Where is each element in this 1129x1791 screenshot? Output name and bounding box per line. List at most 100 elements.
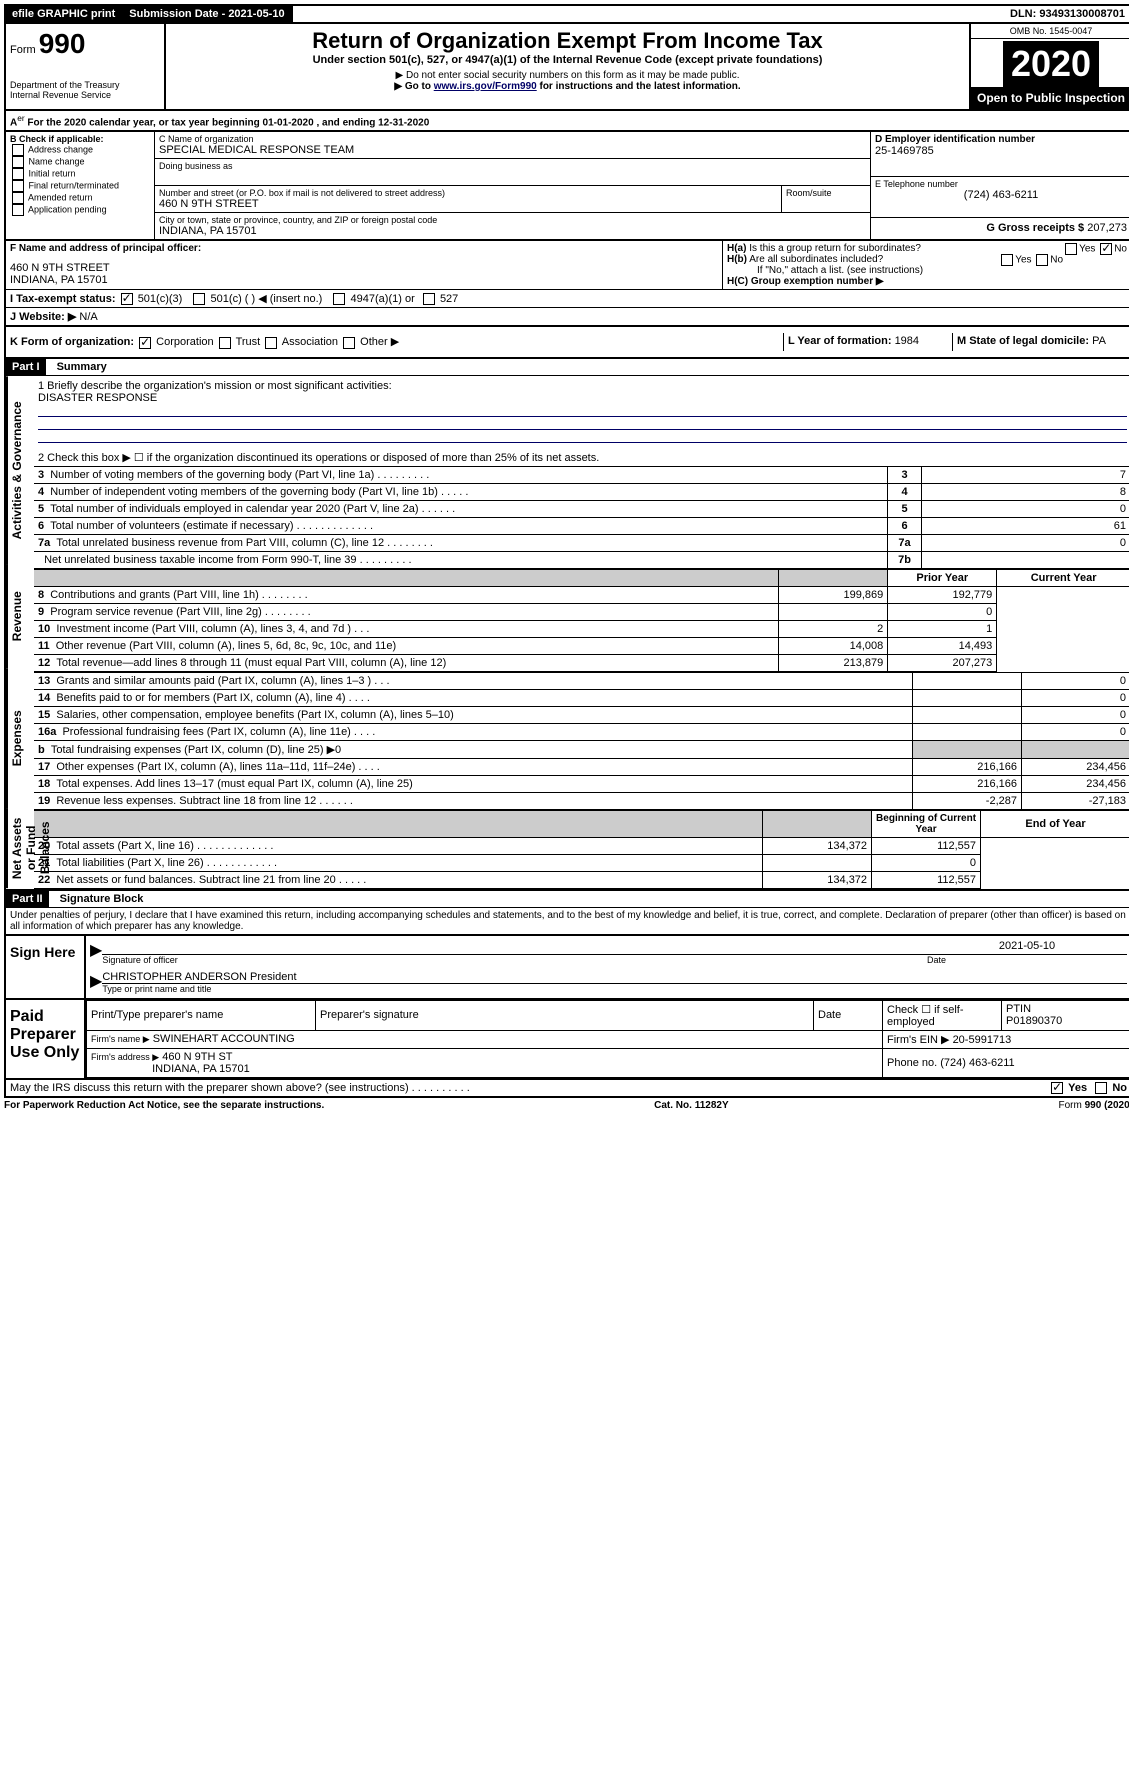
perjury-text: Under penalties of perjury, I declare th… [4,908,1129,934]
city-label: City or town, state or province, country… [159,215,866,225]
discuss-yes[interactable] [1051,1082,1063,1094]
prep-date-label: Date [814,1000,883,1030]
period-end: 12-31-2020 [378,117,429,128]
firm-phone: (724) 463-6211 [940,1057,1014,1069]
hb-no[interactable] [1036,254,1048,266]
corp-label: Corporation [156,336,213,348]
cb-501c[interactable] [193,293,205,305]
hb-yes[interactable] [1001,254,1013,266]
no-label: No [1114,244,1127,255]
city: INDIANA, PA 15701 [159,225,866,237]
sig-date-value: 2021-05-10 [927,940,1127,955]
box-l-label: L Year of formation: [788,335,895,347]
other-label: Other ▶ [360,336,399,348]
line2: 2 Check this box ▶ ☐ if the organization… [34,449,1129,466]
subtitle: Under section 501(c), 527, or 4947(a)(1)… [170,54,965,66]
final-return-label: Final return/terminated [29,181,120,191]
no-label2: No [1050,255,1063,266]
table-row: 8 Contributions and grants (Part VIII, l… [34,586,1129,603]
firm-ein: 20-5991713 [953,1034,1012,1046]
table-row: 21 Total liabilities (Part X, line 26) .… [34,854,1129,871]
part2-title: Signature Block [52,893,144,905]
firm-name: SWINEHART ACCOUNTING [153,1033,295,1045]
cb-trust[interactable] [219,337,231,349]
form-number: 990 [39,28,86,59]
omb: OMB No. 1545-0047 [971,24,1129,39]
form-label: Form [10,44,36,56]
submission-date: Submission Date - 2021-05-10 [123,6,292,22]
table-row: 19 Revenue less expenses. Subtract line … [34,792,1129,809]
cb-4947[interactable] [333,293,345,305]
box-j-label: J Website: ▶ [10,311,76,323]
checkbox-app-pending[interactable] [12,204,24,216]
form-title: Return of Organization Exempt From Incom… [170,28,965,54]
cb-501c3[interactable] [121,293,133,305]
tax-year: 2020 [1003,41,1099,87]
checkbox-amended[interactable] [12,192,24,204]
open-public: Open to Public Inspection [971,87,1129,109]
paid-preparer-block: Paid Preparer Use Only Print/Type prepar… [4,1000,1129,1080]
table-row: 3 Number of voting members of the govern… [34,466,1129,483]
street-label: Number and street (or P.O. box if mail i… [159,188,777,198]
efile-button[interactable]: efile GRAPHIC print [6,6,123,22]
discuss-label: May the IRS discuss this return with the… [10,1082,1049,1094]
checkbox-address-change[interactable] [12,144,24,156]
table-row: 13 Grants and similar amounts paid (Part… [34,672,1129,689]
instructions-link[interactable]: www.irs.gov/Form990 [434,81,537,92]
checkbox-final-return[interactable] [12,180,24,192]
col-prior: Prior Year [888,569,997,586]
firm-name-label: Firm's name ▶ [91,1034,150,1044]
form-header: Form 990 Department of the Treasury Inte… [4,24,1129,111]
ha-no[interactable] [1100,243,1112,255]
ha-yes[interactable] [1065,243,1077,255]
firm-addr2: INDIANA, PA 15701 [152,1063,250,1075]
hc-label: H(C) Group exemption number ▶ [727,276,884,287]
paid-prep-label: Paid Preparer Use Only [6,1000,86,1078]
box-m-label: M State of legal domicile: [957,335,1092,347]
initial-return-label: Initial return [29,169,76,179]
prep-sig-label: Preparer's signature [316,1000,814,1030]
paperwork-notice: For Paperwork Reduction Act Notice, see … [4,1100,324,1111]
topbar: efile GRAPHIC print Submission Date - 20… [4,4,1129,24]
cb-corp[interactable] [139,337,151,349]
discuss-yes-label: Yes [1068,1082,1087,1094]
yes-label2: Yes [1015,255,1031,266]
cb-527[interactable] [423,293,435,305]
col-begin: Beginning of Current Year [872,810,981,837]
cb-assoc[interactable] [265,337,277,349]
org-name: SPECIAL MEDICAL RESPONSE TEAM [159,144,866,156]
officer-name: CHRISTOPHER ANDERSON President [102,971,1127,984]
summary-table-net: Beginning of Current Year End of Year 20… [34,810,1129,889]
arrow-icon-2: ▶ [90,971,102,994]
discuss-no[interactable] [1095,1082,1107,1094]
ein: 25-1469785 [875,145,1127,157]
phone: (724) 463-6211 [875,189,1127,201]
table-row: 18 Total expenses. Add lines 13–17 (must… [34,775,1129,792]
year-formation: 1984 [895,335,919,347]
period-pre: For the 2020 calendar year, or tax year … [27,117,262,128]
officer-addr2: INDIANA, PA 15701 [10,274,718,286]
sig-officer-label: Signature of officer [102,955,927,965]
addr-change-label: Address change [28,145,93,155]
box-i-label: I Tax-exempt status: [10,293,116,305]
period-begin: 01-01-2020 [263,117,314,128]
table-row: 7a Total unrelated business revenue from… [34,534,1129,551]
cb-other[interactable] [343,337,355,349]
table-row: 14 Benefits paid to or for members (Part… [34,689,1129,706]
arrow-icon: ▶ [90,940,102,965]
box-b: B Check if applicable: Address change Na… [6,132,155,239]
checkbox-initial-return[interactable] [12,168,24,180]
firm-ein-label: Firm's EIN ▶ [887,1034,950,1046]
app-pending-label: Application pending [28,205,107,215]
summary-table-rev: Prior Year Current Year 8 Contributions … [34,569,1129,672]
period-mid: , and ending [314,117,378,128]
website-value: N/A [79,311,97,323]
sign-here-label: Sign Here [6,936,86,998]
box-b-label: B Check if applicable: [10,134,150,144]
checkbox-name-change[interactable] [12,156,24,168]
dln: DLN: 93493130008701 [1004,6,1129,22]
summary-table-top: 3 Number of voting members of the govern… [34,466,1129,569]
box-c-label: C Name of organization [159,134,866,144]
yes-label: Yes [1079,244,1095,255]
firm-phone-label: Phone no. [887,1057,940,1069]
